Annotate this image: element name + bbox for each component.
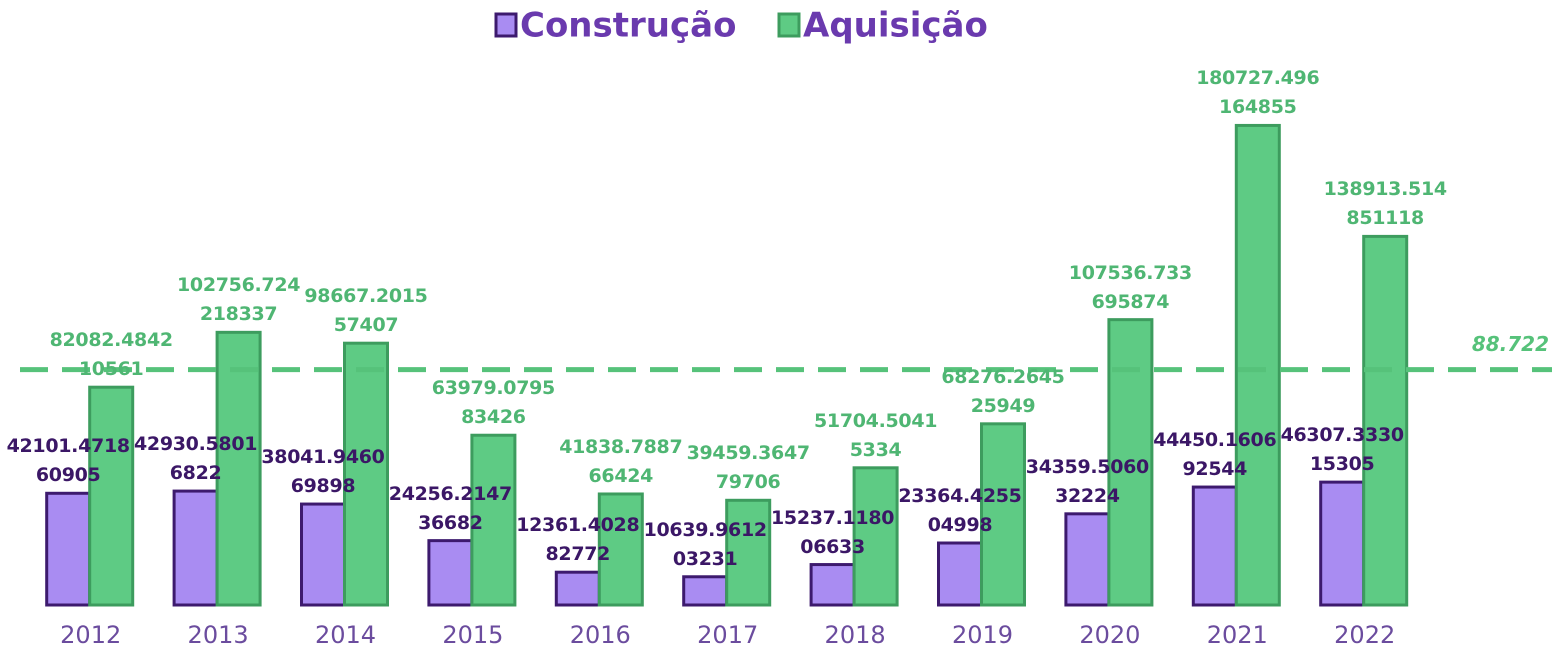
bar <box>980 422 1026 607</box>
value-label: 24256.214736682 <box>388 482 513 534</box>
legend-swatch <box>777 12 801 38</box>
legend-swatch <box>494 12 518 38</box>
value-label: 10639.961203231 <box>643 518 768 570</box>
value-label: 68276.264525949 <box>941 365 1065 417</box>
x-tick-label: 2014 <box>315 621 376 647</box>
bar <box>215 330 262 607</box>
x-tick-label: 2013 <box>188 621 249 647</box>
value-label: 138913.514851118 <box>1323 178 1448 230</box>
bar <box>172 489 219 607</box>
x-tick-label: 2016 <box>570 621 631 647</box>
bar <box>597 492 644 607</box>
bar <box>300 502 346 607</box>
value-label: 51704.50415334 <box>813 409 938 461</box>
x-tick-label: 2019 <box>952 621 1013 647</box>
bar <box>470 433 517 607</box>
bar <box>343 341 389 607</box>
bar <box>88 385 135 607</box>
value-label: 41838.788766424 <box>559 435 683 487</box>
legend-label: Construção <box>520 6 736 46</box>
bar <box>852 466 899 607</box>
bar <box>725 498 772 607</box>
x-tick-label: 2021 <box>1207 621 1268 647</box>
bar <box>1064 512 1111 607</box>
bar <box>554 570 601 607</box>
value-label: 46307.333015305 <box>1280 424 1405 476</box>
x-tick-label: 2022 <box>1334 621 1395 647</box>
value-label: 102756.724218337 <box>176 274 301 326</box>
bar <box>1319 480 1366 607</box>
value-label: 107536.733695874 <box>1068 261 1193 313</box>
bar <box>1234 123 1281 607</box>
x-tick-label: 2015 <box>442 621 503 647</box>
x-tick-label: 2020 <box>1079 621 1140 647</box>
x-tick-label: 2017 <box>697 621 758 647</box>
value-label: 180727.496164855 <box>1196 67 1320 119</box>
reference-label: 88.722 <box>1472 332 1549 356</box>
value-label: 15237.118006633 <box>770 506 895 558</box>
x-tick-label: 2012 <box>60 621 121 647</box>
value-label: 63979.079583426 <box>431 377 556 429</box>
bar <box>682 575 729 607</box>
bar <box>45 491 92 607</box>
value-label: 82082.484210561 <box>49 329 174 381</box>
bar <box>937 541 983 607</box>
value-label: 38041.946069898 <box>261 446 385 498</box>
bar <box>1191 485 1238 607</box>
bar <box>427 539 474 607</box>
bar <box>1362 234 1409 607</box>
value-label: 42101.471860905 <box>6 435 131 487</box>
value-label: 98667.201557407 <box>304 285 428 337</box>
legend-label: Aquisição <box>803 6 988 46</box>
value-label: 34359.506032224 <box>1025 455 1150 507</box>
bar <box>809 563 856 607</box>
value-label: 44450.160692544 <box>1153 429 1277 481</box>
value-label: 12361.402882772 <box>516 514 640 566</box>
value-label: 42930.58016822 <box>133 433 258 485</box>
value-label: 39459.364779706 <box>686 442 811 494</box>
value-label: 23364.425504998 <box>898 485 1022 537</box>
x-tick-label: 2018 <box>825 621 886 647</box>
